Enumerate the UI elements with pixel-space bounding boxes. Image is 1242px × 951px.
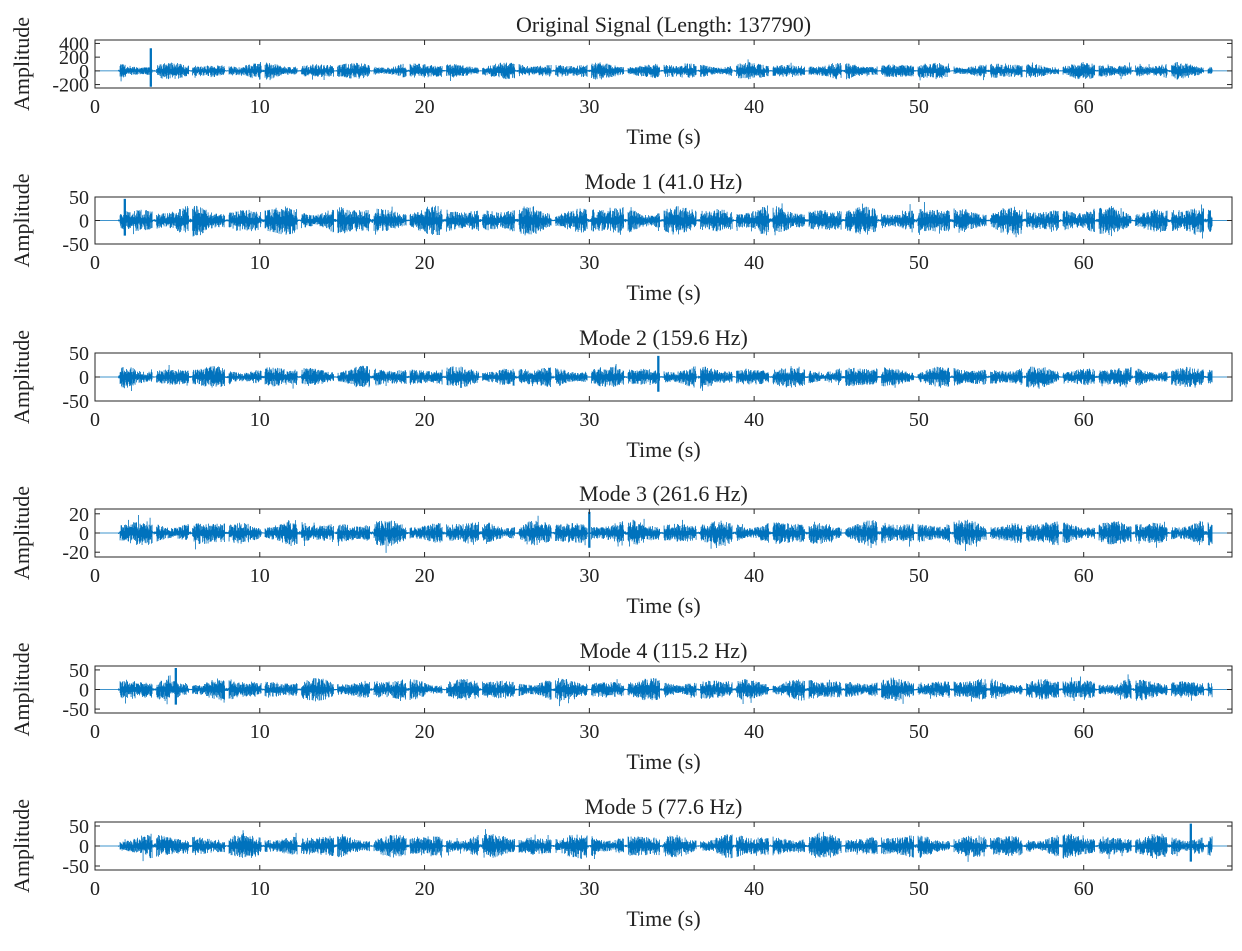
x-tick-label: 10 bbox=[250, 565, 270, 587]
x-tick-label: 10 bbox=[250, 878, 270, 900]
subplot-title: Mode 1 (41.0 Hz) bbox=[585, 169, 743, 194]
x-tick-label: 30 bbox=[579, 252, 599, 274]
x-tick-label: 30 bbox=[579, 878, 599, 900]
x-tick-label: 20 bbox=[415, 96, 435, 118]
y-tick-label: 400 bbox=[59, 33, 89, 55]
x-tick-label: 60 bbox=[1074, 721, 1094, 743]
y-axis-label: Amplitude bbox=[9, 486, 34, 580]
subplot-title: Mode 2 (159.6 Hz) bbox=[579, 325, 748, 350]
x-tick-label: 0 bbox=[90, 878, 100, 900]
y-tick-label: -50 bbox=[62, 234, 89, 256]
y-tick-label: 0 bbox=[79, 211, 89, 233]
x-tick-label: 40 bbox=[744, 96, 764, 118]
x-tick-label: 40 bbox=[744, 721, 764, 743]
x-tick-label: 30 bbox=[579, 565, 599, 587]
y-tick-label: 0 bbox=[79, 836, 89, 858]
x-tick-label: 40 bbox=[744, 878, 764, 900]
x-tick-label: 60 bbox=[1074, 565, 1094, 587]
x-tick-label: 0 bbox=[90, 409, 100, 431]
x-tick-label: 30 bbox=[579, 721, 599, 743]
y-tick-label: 50 bbox=[69, 187, 89, 209]
y-tick-label: 50 bbox=[69, 343, 89, 365]
x-tick-label: 0 bbox=[90, 96, 100, 118]
x-tick-label: 10 bbox=[250, 409, 270, 431]
subplot-title: Mode 5 (77.6 Hz) bbox=[585, 794, 743, 819]
y-tick-label: 0 bbox=[79, 61, 89, 83]
x-axis-label: Time (s) bbox=[626, 437, 700, 462]
x-tick-label: 20 bbox=[415, 252, 435, 274]
y-axis-label: Amplitude bbox=[9, 642, 34, 736]
y-tick-label: 20 bbox=[69, 504, 89, 526]
x-tick-label: 10 bbox=[250, 252, 270, 274]
signal-series-4 bbox=[95, 511, 1232, 553]
signal-series-6 bbox=[95, 823, 1232, 862]
x-tick-label: 40 bbox=[744, 565, 764, 587]
y-axis-label: Amplitude bbox=[9, 17, 34, 111]
x-axis-label: Time (s) bbox=[626, 593, 700, 618]
x-tick-label: 50 bbox=[909, 565, 929, 587]
y-tick-label: -200 bbox=[52, 75, 89, 97]
x-tick-label: 20 bbox=[415, 721, 435, 743]
y-axis-label: Amplitude bbox=[9, 173, 34, 267]
y-tick-label: 0 bbox=[79, 680, 89, 702]
x-tick-label: 0 bbox=[90, 721, 100, 743]
x-tick-label: 30 bbox=[579, 96, 599, 118]
y-axis-label: Amplitude bbox=[9, 799, 34, 893]
x-tick-label: 20 bbox=[415, 878, 435, 900]
y-tick-label: -50 bbox=[62, 856, 89, 878]
x-tick-label: 20 bbox=[415, 409, 435, 431]
x-tick-label: 50 bbox=[909, 721, 929, 743]
signal-series-5 bbox=[95, 667, 1232, 707]
x-axis-label: Time (s) bbox=[626, 124, 700, 149]
y-tick-label: 0 bbox=[79, 523, 89, 545]
x-tick-label: 0 bbox=[90, 565, 100, 587]
y-tick-label: 200 bbox=[59, 47, 89, 69]
x-tick-label: 10 bbox=[250, 96, 270, 118]
signal-series-2 bbox=[95, 198, 1232, 239]
x-tick-label: 20 bbox=[415, 565, 435, 587]
x-tick-label: 60 bbox=[1074, 409, 1094, 431]
subplot-title: Mode 3 (261.6 Hz) bbox=[579, 481, 748, 506]
x-tick-label: 50 bbox=[909, 878, 929, 900]
x-tick-label: 50 bbox=[909, 96, 929, 118]
x-tick-label: 60 bbox=[1074, 96, 1094, 118]
y-tick-label: 50 bbox=[69, 660, 89, 682]
x-tick-label: 30 bbox=[579, 409, 599, 431]
y-tick-label: -50 bbox=[62, 391, 89, 413]
x-tick-label: 10 bbox=[250, 721, 270, 743]
axes-frame bbox=[94, 39, 1233, 89]
x-tick-label: 50 bbox=[909, 252, 929, 274]
subplot-title: Original Signal (Length: 137790) bbox=[516, 12, 811, 37]
x-tick-label: 60 bbox=[1074, 252, 1094, 274]
y-tick-label: 50 bbox=[69, 816, 89, 838]
y-tick-label: -50 bbox=[62, 699, 89, 721]
x-tick-label: 40 bbox=[744, 252, 764, 274]
x-tick-label: 60 bbox=[1074, 878, 1094, 900]
y-tick-label: 0 bbox=[79, 367, 89, 389]
x-axis-label: Time (s) bbox=[626, 906, 700, 931]
signal-series-3 bbox=[95, 355, 1232, 392]
y-tick-label: -20 bbox=[62, 542, 89, 564]
x-axis-label: Time (s) bbox=[626, 280, 700, 305]
subplot-title: Mode 4 (115.2 Hz) bbox=[580, 638, 748, 663]
x-tick-label: 0 bbox=[90, 252, 100, 274]
x-axis-label: Time (s) bbox=[626, 749, 700, 774]
y-axis-label: Amplitude bbox=[9, 330, 34, 424]
signal-series-1 bbox=[95, 48, 1232, 87]
x-tick-label: 50 bbox=[909, 409, 929, 431]
x-tick-label: 40 bbox=[744, 409, 764, 431]
